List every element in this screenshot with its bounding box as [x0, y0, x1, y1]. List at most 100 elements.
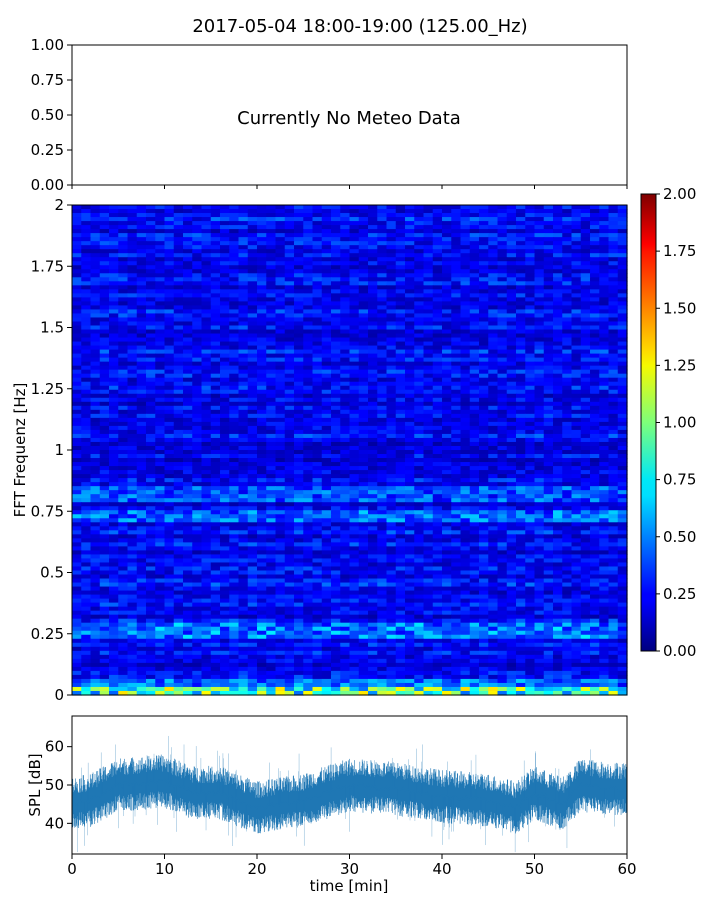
spectrogram-cell	[395, 253, 406, 258]
spectrogram-cell	[284, 409, 295, 415]
spectrogram-cell	[497, 462, 508, 467]
spectrogram-cell	[340, 486, 351, 491]
spectrogram-cell	[81, 405, 92, 411]
spectrogram-cell	[81, 225, 92, 230]
spectrogram-cell	[377, 494, 388, 499]
spectrogram-cell	[553, 486, 563, 491]
spectrogram-cell	[358, 462, 369, 467]
spectrogram-cell	[377, 305, 388, 311]
spectrogram-cell	[136, 514, 147, 519]
spectrogram-cell	[590, 309, 600, 315]
spectrogram-cell	[460, 213, 471, 218]
spectrogram-cell	[81, 297, 92, 302]
spectrogram-cell	[192, 401, 203, 407]
spectrogram-cell	[580, 377, 591, 383]
spectrogram-cell	[146, 325, 156, 331]
spectrogram-cell	[571, 478, 582, 483]
spectrogram-cell	[99, 494, 110, 499]
spectrogram-cell	[155, 526, 166, 531]
spectrogram-cell	[275, 205, 286, 210]
spectrogram-cell	[266, 421, 277, 427]
spectrogram-cell	[543, 297, 554, 302]
spectrogram-cell	[321, 209, 332, 214]
spectrogram-cell	[469, 494, 480, 499]
spectrogram-cell	[127, 297, 138, 302]
spectrogram-cell	[331, 466, 341, 471]
spectrogram-cell	[275, 433, 286, 439]
spectrogram-cell	[562, 441, 573, 447]
spectrogram-cell	[497, 502, 508, 507]
spectrogram-cell	[284, 429, 295, 435]
spectrogram-cell	[525, 365, 536, 371]
spectrogram-cell	[118, 325, 129, 331]
spectrogram-cell	[164, 341, 175, 347]
spectrogram-cell	[608, 486, 619, 491]
spectrogram-cell	[414, 413, 425, 419]
spectrogram-cell	[164, 237, 175, 242]
spectrogram-cell	[238, 377, 249, 383]
spectrogram-cell	[90, 450, 101, 455]
spectrogram-cell	[201, 257, 212, 262]
spectrogram-cell	[617, 329, 628, 335]
spectrogram-cell	[617, 397, 628, 403]
spectrogram-cell	[349, 325, 360, 331]
spectrogram-cell	[173, 305, 184, 311]
spectrogram-cell	[220, 305, 230, 311]
spectrogram-cell	[136, 393, 147, 399]
spectrogram-cell	[386, 409, 397, 415]
spectrogram-cell	[275, 417, 286, 423]
spectrogram-cell	[109, 381, 119, 387]
spectrogram-cell	[617, 450, 628, 455]
spectrogram-cell	[497, 534, 508, 539]
spectrogram-cell	[405, 409, 415, 415]
spectrogram-cell	[72, 337, 82, 343]
spectrogram-cell	[368, 237, 378, 242]
spectrogram-cell	[192, 514, 203, 519]
spectrogram-cell	[247, 401, 258, 407]
spectrogram-cell	[460, 369, 471, 375]
spectrogram-cell	[525, 385, 536, 391]
spectrogram-cell	[405, 269, 415, 274]
spectrogram-cell	[303, 498, 314, 503]
spectrogram-cell	[377, 333, 388, 339]
spectrogram-cell	[155, 213, 166, 218]
spectrogram-cell	[201, 405, 212, 411]
spectrogram-cell	[442, 245, 452, 250]
spectrogram-cell	[164, 213, 175, 218]
spectrogram-cell	[257, 309, 267, 315]
spectrogram-cell	[599, 486, 610, 491]
spectrogram-cell	[442, 502, 452, 507]
spectrogram-cell	[386, 277, 397, 282]
spectrogram-cell	[340, 369, 351, 375]
spectrogram-cell	[321, 225, 332, 230]
spectrogram-cell	[229, 437, 240, 443]
spectrogram-cell	[405, 502, 415, 507]
spectrogram-cell	[340, 241, 351, 246]
spectrogram-cell	[405, 530, 415, 535]
spectrogram-cell	[146, 377, 156, 383]
spectrogram-cell	[506, 313, 517, 319]
spectrogram-cell	[506, 462, 517, 467]
spectrogram-cell	[146, 373, 156, 379]
spectrogram-cell	[331, 277, 341, 282]
spectrogram-cell	[349, 482, 360, 487]
spectrogram-cell	[580, 281, 591, 286]
spectrogram-cell	[136, 381, 147, 387]
spectrogram-cell	[562, 241, 573, 246]
spectrogram-cell	[201, 450, 212, 455]
spectrogram-cell	[331, 470, 341, 475]
spectrogram-cell	[358, 421, 369, 427]
spectrogram-cell	[368, 466, 378, 471]
spectrogram-cell	[617, 385, 628, 391]
spectrogram-cell	[118, 397, 129, 403]
spectrogram-cell	[405, 233, 415, 238]
spectrogram-cell	[275, 385, 286, 391]
spectrogram-cell	[349, 506, 360, 511]
spectrogram-cell	[497, 478, 508, 483]
spectrogram-cell	[183, 217, 193, 222]
spectrogram-cell	[386, 241, 397, 246]
spectrogram-cell	[580, 353, 591, 359]
spectrogram-cell	[90, 229, 101, 234]
spectrogram-cell	[608, 454, 619, 459]
spectrogram-cell	[238, 245, 249, 250]
